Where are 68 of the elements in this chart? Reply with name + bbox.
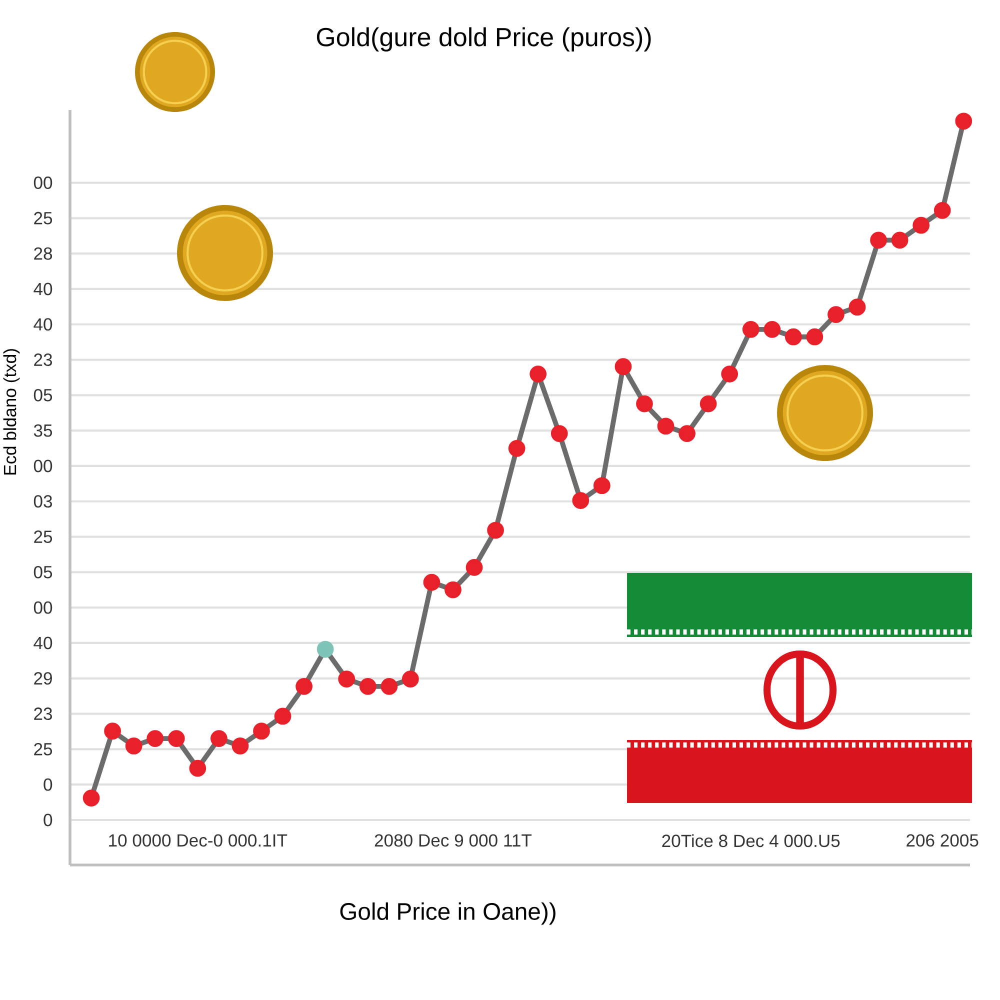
point (912, 216, 930, 234)
text: 05 (34, 388, 52, 402)
point (636, 395, 653, 412)
text: 00 (34, 176, 52, 189)
point (530, 366, 547, 382)
point (742, 320, 760, 338)
point (550, 425, 568, 442)
point (359, 678, 376, 695)
point (614, 358, 632, 376)
point (870, 232, 887, 249)
point (274, 708, 292, 725)
point (253, 722, 270, 740)
point (657, 418, 674, 435)
point (210, 730, 228, 747)
point (487, 522, 504, 539)
point (678, 425, 696, 442)
point (466, 559, 483, 576)
point (934, 202, 951, 219)
text: 25 (34, 742, 52, 756)
text: 28 (34, 247, 52, 260)
text: 25 (34, 530, 52, 543)
point (572, 492, 590, 509)
point (423, 574, 440, 591)
text: 0 (44, 778, 52, 791)
x-tick-label: 10 0000 Dec-0 000.1IT (109, 834, 288, 847)
chart-title: Gold(gure dold Price (puros)) (316, 27, 651, 52)
point (189, 760, 206, 777)
point (296, 678, 312, 695)
point (146, 730, 164, 747)
point (402, 670, 419, 688)
point (721, 366, 738, 382)
y-axis-title: Ecd bldano (txd) (3, 349, 20, 475)
point (168, 730, 185, 747)
point (848, 298, 866, 316)
text: 23 (34, 708, 52, 720)
text: 40 (34, 636, 52, 650)
point (125, 738, 142, 754)
point (104, 722, 121, 740)
x-axis-title: Gold Price in Oane)) (340, 902, 556, 925)
point (784, 328, 802, 346)
text: 40 (34, 282, 52, 296)
text: 29 (34, 672, 52, 685)
text: 35 (34, 424, 52, 437)
text: 0 (44, 814, 52, 826)
point (316, 640, 334, 658)
point (593, 477, 610, 494)
point (891, 232, 908, 249)
text: 23 (34, 354, 52, 366)
point (764, 320, 781, 338)
point (82, 790, 100, 806)
point (700, 395, 717, 412)
point (955, 112, 972, 130)
point (380, 678, 398, 695)
text: 05 (34, 566, 52, 578)
point (444, 581, 462, 598)
text: 00 (34, 460, 52, 472)
x-tick-label: 20Tice 8 Dec 4 000.U5 (662, 834, 840, 848)
point (828, 306, 844, 323)
x-tick-label: 2080 Dec 9 000 11T (374, 834, 532, 847)
point (232, 738, 249, 754)
point (806, 328, 824, 346)
point (508, 440, 526, 457)
text: 03 (34, 495, 52, 508)
text: 25 (34, 212, 52, 224)
text: 00 (34, 601, 52, 614)
point (338, 670, 356, 688)
text: 40 (34, 318, 52, 331)
x-tick-label: 206 2005 (906, 834, 978, 847)
